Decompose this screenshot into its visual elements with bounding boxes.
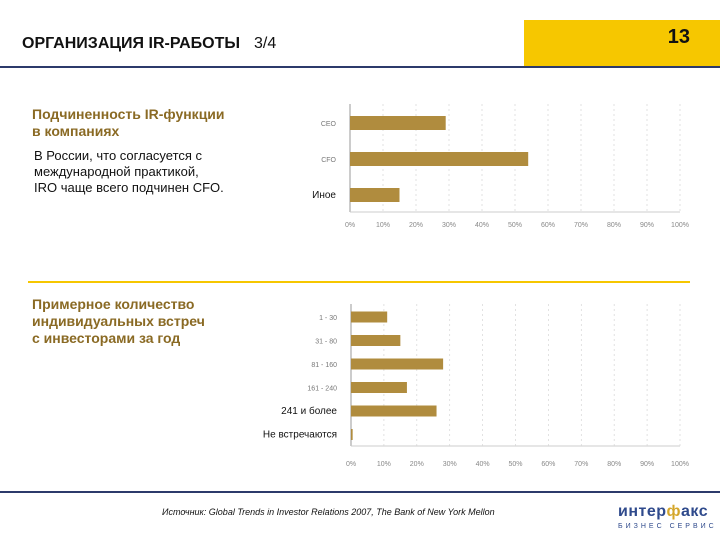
x-tick-label: 50% [508,222,522,229]
x-tick-label: 60% [541,461,555,468]
x-tick-label: 60% [541,222,555,229]
x-tick-label: 10% [376,222,390,229]
bar [351,382,407,393]
slide-part-indicator: 3/4 [254,35,277,52]
section1-title: Подчиненность IR-функции в компаниях [32,106,225,139]
x-tick-label: 100% [671,222,689,229]
x-tick-label: 0% [346,461,356,468]
section2-title: Примерное количество индивидуальных встр… [32,296,205,346]
x-tick-label: 20% [410,461,424,468]
category-label: CEO [321,121,337,128]
x-tick-label: 100% [671,461,689,468]
bar [351,358,444,370]
category-label: 241 и более [281,405,337,417]
x-tick-label: 70% [574,222,588,229]
page-number: 13 [667,26,690,48]
bar [351,405,437,417]
bar [351,429,353,440]
category-label: Иное [312,190,336,201]
x-tick-label: 70% [574,461,588,468]
x-tick-label: 20% [409,222,423,229]
category-label: 1 - 30 [319,315,337,322]
bar [351,311,388,323]
x-tick-label: 10% [377,461,391,468]
x-tick-label: 90% [640,461,654,468]
page-number-box [524,20,720,66]
footer-rule [0,491,720,493]
x-tick-label: 50% [508,461,522,468]
x-tick-label: 80% [607,461,621,468]
x-tick-label: 40% [475,222,489,229]
x-tick-label: 0% [345,222,355,229]
x-tick-label: 30% [443,461,457,468]
bar [350,116,446,130]
category-label: 31 - 80 [315,339,337,346]
x-tick-label: 30% [442,222,456,229]
interfax-logo: интерфакс БИЗНЕС СЕРВИС [618,503,717,530]
x-tick-label: 90% [640,222,654,229]
category-label: Не встречаются [263,430,337,441]
bar [350,188,400,202]
x-tick-label: 40% [476,461,490,468]
header-rule [0,66,720,68]
category-label: CFO [321,157,336,164]
x-tick-label: 80% [607,222,621,229]
source-note: Источник: Global Trends in Investor Rela… [162,507,495,517]
section-divider [28,281,690,283]
bar [351,335,401,346]
slide-title-text: ОРГАНИЗАЦИЯ IR-РАБОТЫ [22,35,241,52]
section1-text: В России, что согласуется с международно… [34,148,224,195]
category-label: 81 - 160 [311,362,337,369]
category-label: 161 - 240 [307,386,337,393]
logo-subtitle: БИЗНЕС СЕРВИС [618,523,717,530]
slide-title: ОРГАНИЗАЦИЯ IR-РАБОТЫ 3/4 [22,35,276,53]
logo-wordmark: интерфакс [618,503,709,520]
bar [350,152,529,166]
